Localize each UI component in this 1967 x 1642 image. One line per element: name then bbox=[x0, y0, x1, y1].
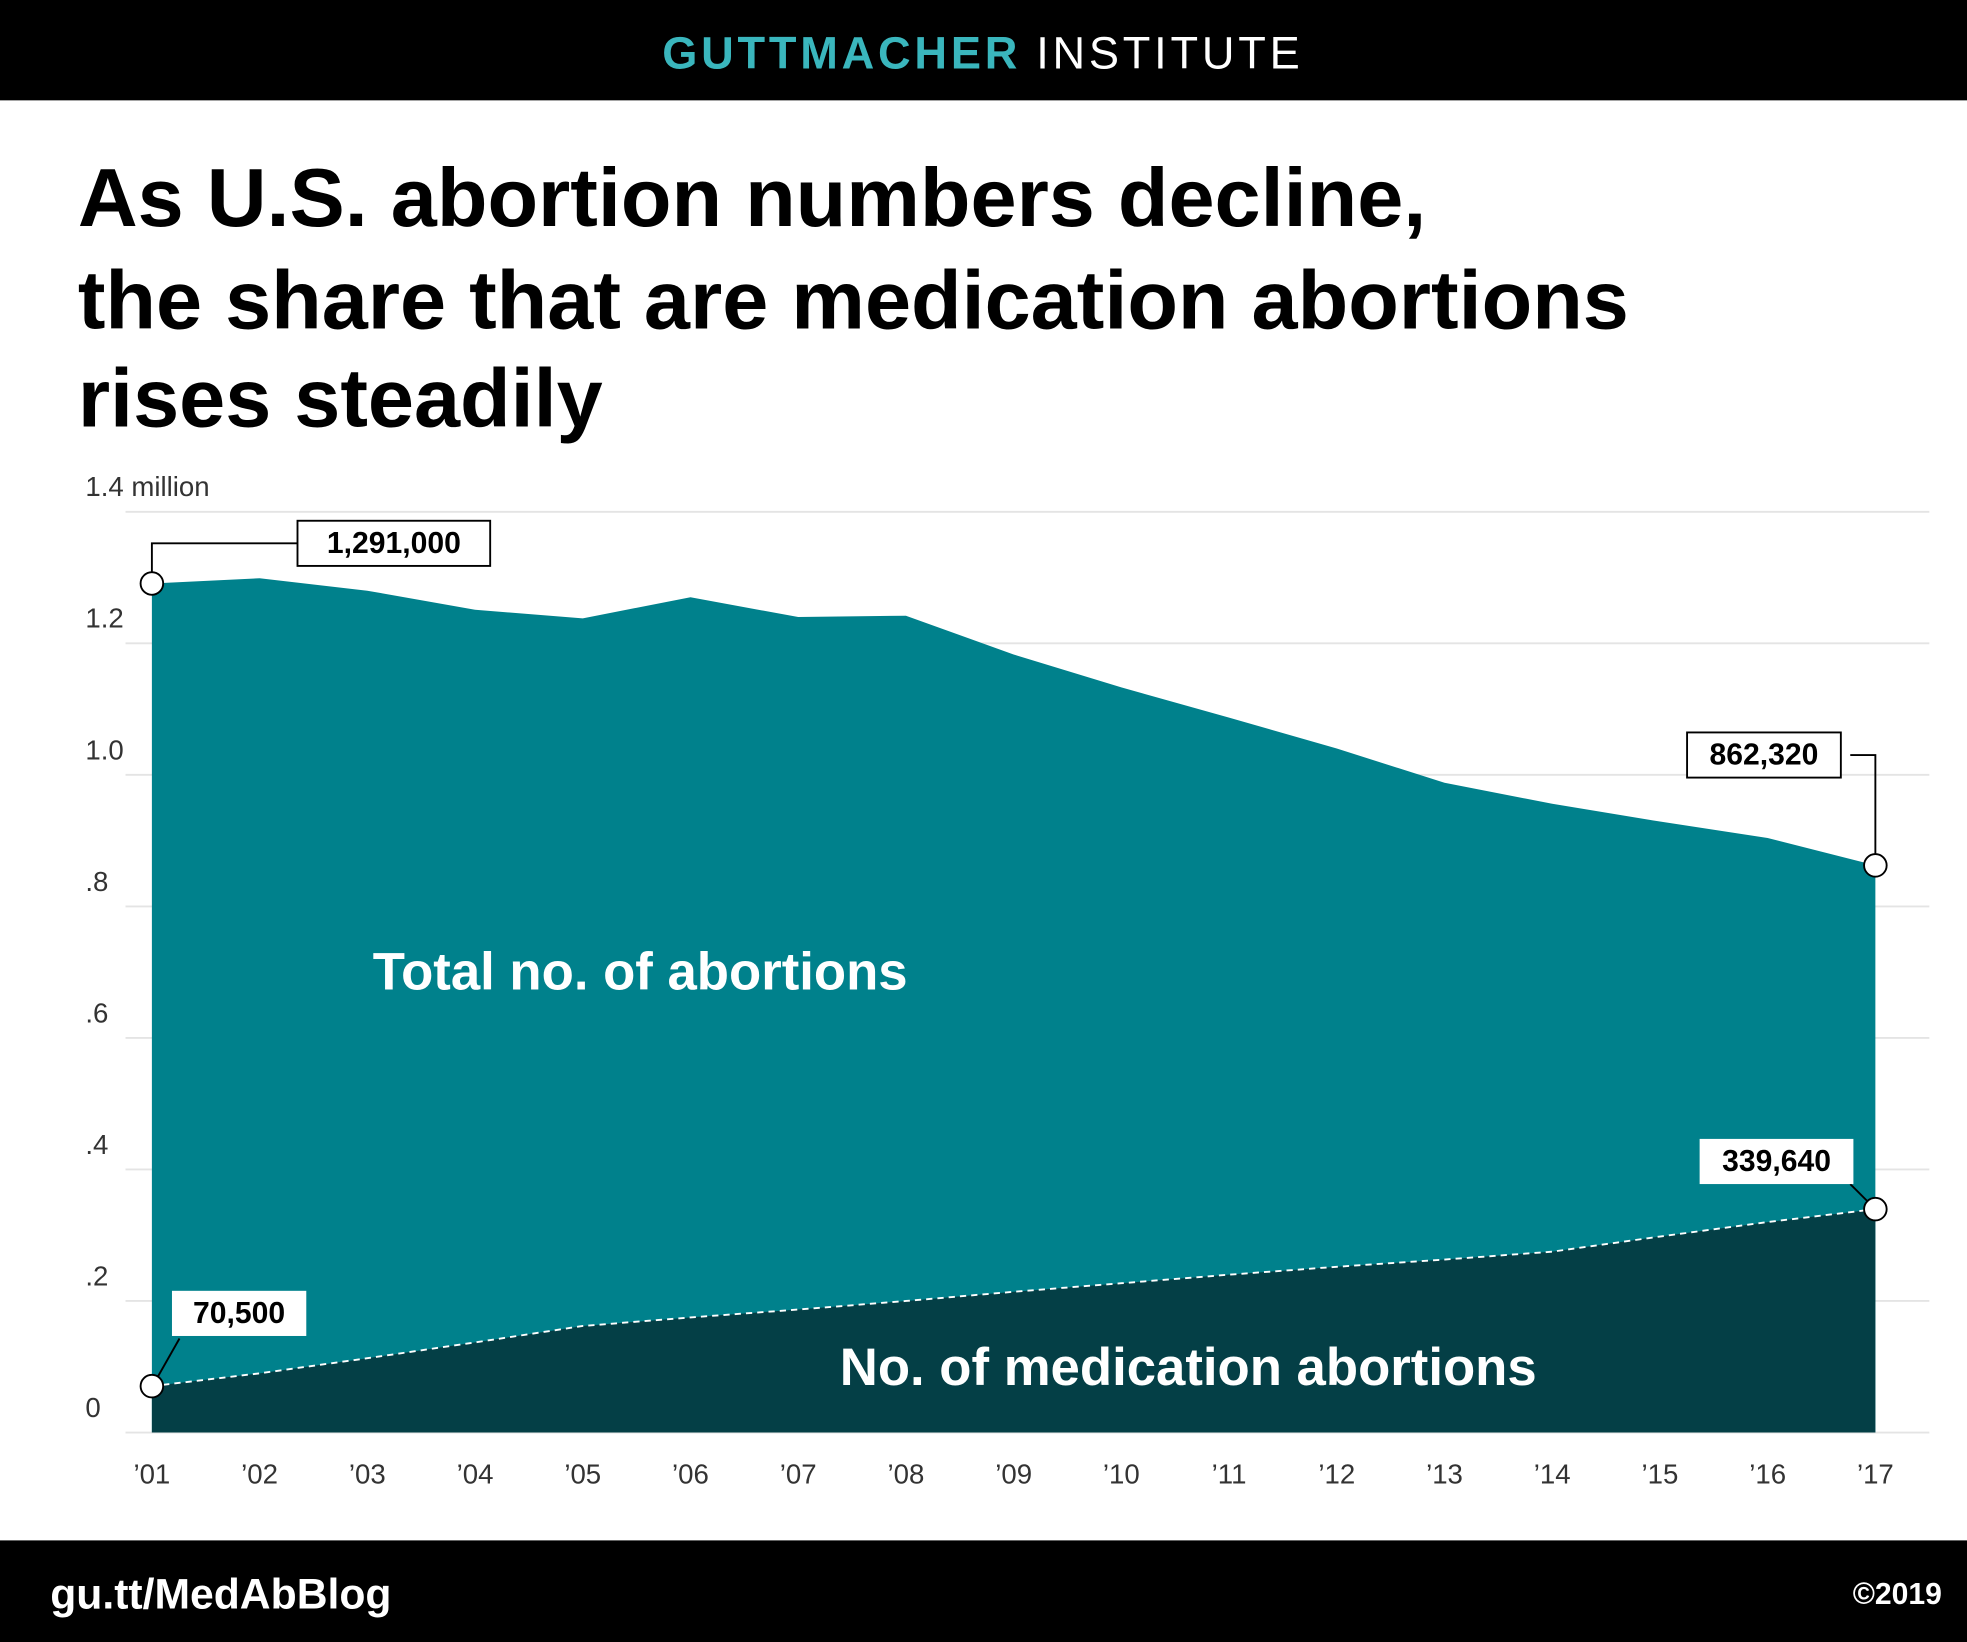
x-tick-label: ’04 bbox=[457, 1458, 494, 1489]
leader-line bbox=[157, 1338, 181, 1377]
point-marker bbox=[139, 571, 165, 596]
point-marker bbox=[1863, 1196, 1888, 1222]
x-tick-label: ’09 bbox=[995, 1458, 1032, 1489]
value-label-box bbox=[296, 519, 492, 567]
leader-line bbox=[150, 542, 298, 573]
value-label-box bbox=[1699, 1138, 1854, 1185]
y-tick-label: 1.2 bbox=[85, 603, 123, 634]
y-tick-label: 0 bbox=[85, 1392, 100, 1423]
y-tick-label: 1.4 million bbox=[85, 471, 209, 502]
y-tick-label: .2 bbox=[85, 1260, 108, 1291]
leader-line bbox=[1849, 1183, 1869, 1203]
title-line: the share that are medication abortions bbox=[78, 254, 1629, 347]
footer-copyright: ©2019 bbox=[1853, 1578, 1942, 1611]
x-tick-label: ’05 bbox=[564, 1458, 601, 1489]
y-tick-label: .6 bbox=[85, 997, 108, 1028]
footer-link[interactable]: gu.tt/MedAbBlog bbox=[50, 1570, 391, 1618]
x-tick-label: ’02 bbox=[241, 1458, 278, 1489]
footer-bar bbox=[0, 1540, 1967, 1642]
x-tick-label: ’06 bbox=[672, 1458, 709, 1489]
series-label: No. of medication abortions bbox=[840, 1338, 1537, 1397]
x-tick-label: ’16 bbox=[1749, 1458, 1786, 1489]
value-label-box bbox=[171, 1290, 307, 1336]
point-marker bbox=[139, 1373, 165, 1399]
plot-area: 0 .2 .4 .6 .8 1.0 1.2 1.4 million ’01 ’02 ’03 ’04 ’0… bbox=[85, 471, 1930, 1489]
brand-suffix: INSTITUTE bbox=[1036, 27, 1303, 78]
x-tick-label: ’10 bbox=[1103, 1458, 1140, 1489]
point-marker bbox=[1863, 853, 1888, 878]
value-label: 1,291,000 bbox=[327, 527, 461, 560]
area bbox=[151, 578, 1876, 1433]
x-tick-label: ’07 bbox=[780, 1458, 817, 1489]
y-tick-label: .4 bbox=[85, 1129, 108, 1160]
y-tick-label: 1.0 bbox=[85, 734, 123, 765]
header-bar bbox=[0, 0, 1967, 101]
x-tick-label: ’11 bbox=[1212, 1458, 1247, 1489]
value-label: 70,500 bbox=[193, 1297, 285, 1330]
x-tick-label: ’14 bbox=[1534, 1458, 1571, 1489]
area bbox=[151, 1209, 1876, 1433]
title-line: rises steadily bbox=[78, 352, 603, 445]
x-tick-label: ’15 bbox=[1642, 1458, 1679, 1489]
series-label: Total no. of abortions bbox=[373, 943, 908, 1002]
value-label: 339,640 bbox=[1722, 1145, 1831, 1178]
title-line: As U.S. abortion numbers decline, bbox=[78, 151, 1426, 244]
x-tick-label: ’08 bbox=[887, 1458, 924, 1489]
header-logo: GUTTMACHER INSTITUTE bbox=[662, 27, 1303, 78]
x-tick-label: ’12 bbox=[1318, 1458, 1355, 1489]
x-tick-label: ’17 bbox=[1857, 1458, 1894, 1489]
x-tick-label: ’13 bbox=[1426, 1458, 1463, 1489]
x-tick-label: ’03 bbox=[349, 1458, 386, 1489]
value-label-box bbox=[1686, 731, 1842, 779]
y-tick-label: .8 bbox=[85, 866, 108, 897]
value-label: 862,320 bbox=[1710, 739, 1819, 772]
brand: GUTTMACHER bbox=[662, 27, 1021, 78]
x-tick-label: ’01 bbox=[133, 1458, 170, 1489]
leader-line bbox=[1850, 754, 1877, 855]
